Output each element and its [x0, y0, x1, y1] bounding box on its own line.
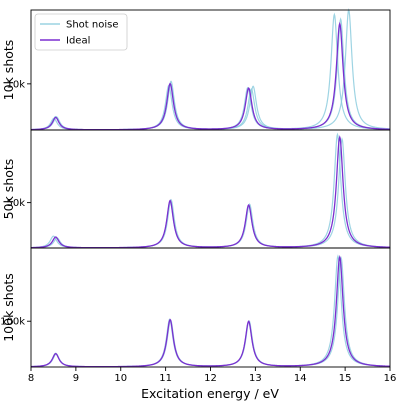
- y-axis-title-2: 50k shots: [1, 159, 16, 220]
- x-tick-label: 13: [249, 373, 262, 384]
- legend-label-1: Shot noise: [66, 20, 119, 31]
- y-tick-label-2: 50k: [6, 198, 25, 209]
- y-axis-title-1: 10k shots: [1, 40, 16, 101]
- x-axis: 8 9 10 11 12 13 14 15 16: [28, 367, 397, 384]
- x-tick-label: 14: [294, 373, 307, 384]
- x-tick-label: 8: [28, 373, 34, 384]
- legend: Shot noise Ideal: [34, 13, 128, 51]
- y-tick-label-1: 10k: [6, 79, 25, 90]
- x-tick-label: 11: [159, 373, 172, 384]
- x-tick-label: 9: [73, 373, 79, 384]
- legend-box: [34, 13, 128, 51]
- y-axis-title-3: 100k shots: [1, 273, 16, 342]
- legend-label-2: Ideal: [66, 36, 90, 47]
- x-tick-label: 12: [204, 373, 217, 384]
- x-axis-title: Excitation energy / eV: [141, 386, 279, 401]
- x-tick-label: 10: [114, 373, 127, 384]
- x-tick-label: 16: [384, 373, 397, 384]
- y-tick-label-3: 100k: [0, 317, 25, 328]
- x-tick-label: 15: [339, 373, 352, 384]
